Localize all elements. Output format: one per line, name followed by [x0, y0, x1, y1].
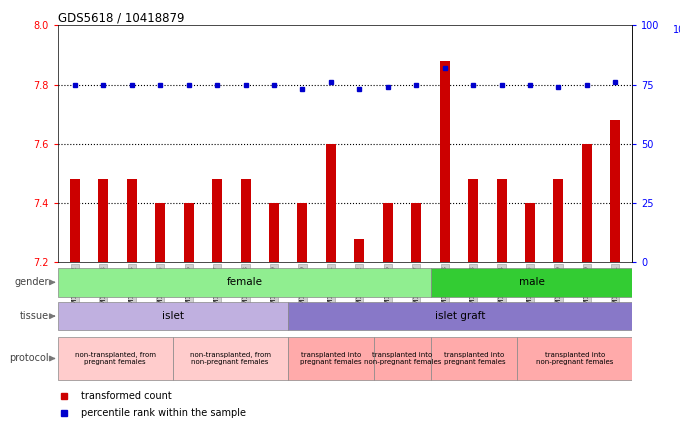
Bar	[611, 120, 620, 262]
Text: islet graft: islet graft	[435, 311, 486, 321]
Text: transplanted into
pregnant females: transplanted into pregnant females	[443, 352, 505, 365]
Bar	[173, 337, 288, 380]
Bar	[354, 239, 364, 262]
Bar	[383, 203, 393, 262]
Text: GSM1429394: GSM1429394	[498, 265, 505, 314]
Bar	[468, 179, 478, 262]
Text: gender: gender	[15, 277, 49, 287]
Bar	[155, 203, 165, 262]
Bar	[525, 203, 535, 262]
Text: GSM1429382: GSM1429382	[72, 265, 78, 314]
Bar	[411, 203, 421, 262]
Text: GSM1429386: GSM1429386	[186, 265, 192, 314]
Bar	[269, 203, 279, 262]
Bar	[374, 337, 431, 380]
Text: transplanted into
non-pregnant females: transplanted into non-pregnant females	[364, 352, 441, 365]
Text: 100%: 100%	[673, 25, 680, 36]
Text: GSM1429392: GSM1429392	[356, 265, 362, 314]
Text: GSM1429400: GSM1429400	[584, 265, 590, 314]
Text: female: female	[226, 277, 262, 287]
Text: GSM1429388: GSM1429388	[243, 265, 249, 314]
Bar	[440, 61, 449, 262]
Text: percentile rank within the sample: percentile rank within the sample	[81, 409, 245, 418]
Text: GSM1429390: GSM1429390	[299, 265, 305, 314]
Text: GSM1429384: GSM1429384	[129, 265, 135, 314]
Bar	[241, 179, 250, 262]
Text: GSM1429399: GSM1429399	[556, 265, 562, 314]
Text: transplanted into
pregnant females: transplanted into pregnant females	[300, 352, 362, 365]
Bar	[288, 337, 374, 380]
Bar	[99, 179, 108, 262]
Bar	[212, 179, 222, 262]
Bar	[126, 179, 137, 262]
Text: GSM1429383: GSM1429383	[101, 265, 106, 314]
Text: male: male	[519, 277, 545, 287]
Bar	[582, 144, 592, 262]
Bar	[326, 144, 336, 262]
Text: GSM1429385: GSM1429385	[157, 265, 163, 314]
Text: tissue: tissue	[20, 311, 49, 321]
Bar	[496, 179, 507, 262]
Text: protocol: protocol	[10, 354, 49, 363]
Bar	[431, 268, 632, 297]
Text: GSM1429389: GSM1429389	[271, 265, 277, 314]
Bar	[297, 203, 307, 262]
Text: GSM1429393: GSM1429393	[470, 265, 476, 314]
Text: non-transplanted, from
pregnant females: non-transplanted, from pregnant females	[75, 352, 156, 365]
Bar	[70, 179, 80, 262]
Text: transformed count: transformed count	[81, 391, 171, 401]
Bar	[184, 203, 194, 262]
Text: GSM1429396: GSM1429396	[385, 265, 391, 314]
Text: GSM1429391: GSM1429391	[328, 265, 334, 314]
Bar	[517, 337, 632, 380]
Text: GSM1429401: GSM1429401	[612, 265, 618, 314]
Text: GSM1429398: GSM1429398	[441, 265, 447, 314]
Text: GSM1429387: GSM1429387	[214, 265, 220, 314]
Text: GSM1429397: GSM1429397	[413, 265, 419, 314]
Text: islet: islet	[162, 311, 184, 321]
Text: transplanted into
non-pregnant females: transplanted into non-pregnant females	[537, 352, 613, 365]
Bar	[431, 337, 517, 380]
Bar	[58, 337, 173, 380]
Text: non-transplanted, from
non-pregnant females: non-transplanted, from non-pregnant fema…	[190, 352, 271, 365]
Text: GDS5618 / 10418879: GDS5618 / 10418879	[58, 11, 184, 24]
Bar	[58, 302, 288, 330]
Text: GSM1429395: GSM1429395	[527, 265, 533, 314]
Bar	[288, 302, 632, 330]
Bar	[554, 179, 564, 262]
Bar	[58, 268, 431, 297]
